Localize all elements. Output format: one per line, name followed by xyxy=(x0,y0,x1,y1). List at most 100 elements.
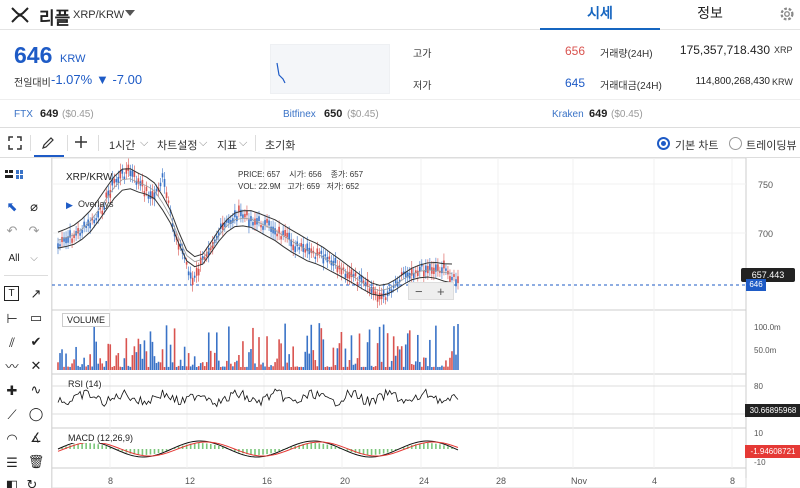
crosshair-price-tag: 657.443 xyxy=(741,268,795,282)
exchange-name[interactable]: Kraken xyxy=(552,109,584,120)
exchange-strip: FTX 649 ($0.45) Bitfinex 650 ($0.45) Kra… xyxy=(0,100,800,128)
coin-name: 리플 xyxy=(39,9,71,28)
pattern-tool-icon[interactable]: ∿ xyxy=(30,382,42,397)
price-axis-label: 750 xyxy=(758,180,774,190)
overlays-toggle[interactable]: ▶ xyxy=(66,200,73,210)
tab-quote[interactable]: 시세 xyxy=(540,0,660,30)
all-filter[interactable]: All xyxy=(8,253,20,264)
reload-tool-icon[interactable]: ↻ xyxy=(26,477,38,488)
change-percent: -1.07% xyxy=(51,72,93,87)
low-value: 645 xyxy=(564,76,585,90)
macd-value-tag: -1.94608721 xyxy=(745,445,800,458)
lock-tool-icon[interactable]: ◧ xyxy=(5,477,19,488)
zoom-out-button[interactable]: − xyxy=(415,284,423,299)
chart-settings-button[interactable]: 차트설정 xyxy=(157,140,198,152)
indicators-button[interactable]: 지표 xyxy=(217,140,238,152)
parallel-line-icon[interactable]: ⫽ xyxy=(9,335,15,350)
delete-tool-icon[interactable]: 🗑 xyxy=(27,454,45,469)
chart-toolbar: 1시간 ⌵ 차트설정 ⌵ 지표 ⌵ 초기화 기본 차트 트레이딩뷰 xyxy=(0,128,800,158)
exchange-price: 649 xyxy=(40,108,59,120)
zoom-in-button[interactable]: + xyxy=(437,284,445,299)
fullscreen-icon[interactable] xyxy=(8,136,22,150)
cross-tool-icon[interactable]: ✕ xyxy=(30,358,42,373)
change-label: 전일대비 xyxy=(14,78,51,89)
rsi-pane-title: RSI (14) xyxy=(68,379,102,389)
trend-tool-icon[interactable]: ⟋ xyxy=(7,407,17,422)
interval-select[interactable]: 1시간 xyxy=(109,140,136,152)
exchange-delta: ($0.45) xyxy=(62,109,94,120)
exchange-price: 650 xyxy=(324,108,343,120)
volume-label: 거래량(24H) xyxy=(600,49,653,60)
arrow-tool-icon[interactable]: ↗ xyxy=(30,286,42,301)
chevron-down-icon[interactable] xyxy=(125,10,135,16)
wave-tool-icon[interactable]: 〰 xyxy=(5,359,19,374)
crosshair-icon[interactable] xyxy=(74,135,88,149)
time-axis-label: 16 xyxy=(262,476,273,486)
exchange-delta: ($0.45) xyxy=(611,109,643,120)
undo-icon[interactable]: ↶ xyxy=(6,223,18,238)
time-axis-label: 4 xyxy=(652,476,658,486)
tradingview-label[interactable]: 트레이딩뷰 xyxy=(746,140,797,152)
chevron-down-icon[interactable]: ⌵ xyxy=(199,137,208,149)
tab-info[interactable]: 정보 xyxy=(697,5,723,21)
current-price-tag: 646 xyxy=(746,279,766,291)
coin-pair: XRP/KRW xyxy=(73,9,125,21)
volume-axis-label: 100.0m xyxy=(754,323,781,332)
ohlc-info: PRICE: 657 시가: 656 종가: 657 VOL: 22.9M 고가… xyxy=(238,170,364,191)
value-unit: KRW xyxy=(772,77,793,87)
fib-levels-icon[interactable]: ☰ xyxy=(6,455,18,470)
rsi-axis-label: 80 xyxy=(754,382,763,391)
redo-icon[interactable]: ↷ xyxy=(28,223,40,238)
chart-layout-icon[interactable] xyxy=(4,168,24,186)
time-axis-label: 8 xyxy=(730,476,736,486)
macd-pane-title: MACD (12,26,9) xyxy=(68,433,134,443)
price-axis-label: 700 xyxy=(758,229,774,239)
chart-symbol: XRP/KRW xyxy=(66,172,113,183)
price-panel: 646 KRW 전일대비 -1.07% ▼ -7.00 고가 656 저가 64… xyxy=(0,30,800,100)
cursor-icon[interactable]: ⬉ xyxy=(6,199,18,214)
volume-pane-title: VOLUME xyxy=(62,313,111,327)
macd-axis-label: -10 xyxy=(754,458,766,467)
header: 리플 XRP/KRW 시세 정보 xyxy=(0,0,800,30)
time-axis-label: 28 xyxy=(496,476,507,486)
exchange-price: 649 xyxy=(589,108,608,120)
xrp-logo-icon xyxy=(11,7,29,23)
basic-chart-label[interactable]: 기본 차트 xyxy=(675,140,719,152)
chevron-down-icon[interactable]: ⌵ xyxy=(239,137,248,149)
fib-arc-icon[interactable]: ◠ xyxy=(6,431,18,446)
current-price: 646 xyxy=(14,42,53,68)
eraser-icon[interactable]: ⌀ xyxy=(30,199,38,214)
radio-basic-chart[interactable] xyxy=(657,137,670,150)
chevron-down-icon[interactable]: ⌵ xyxy=(30,253,38,264)
chevron-down-icon[interactable]: ⌵ xyxy=(140,137,149,149)
change-amount: ▼ -7.00 xyxy=(96,72,143,87)
reset-button[interactable]: 초기화 xyxy=(265,140,296,152)
overlays-label[interactable]: Overlays xyxy=(78,199,114,209)
high-value: 656 xyxy=(564,44,585,58)
low-label: 저가 xyxy=(413,81,432,92)
range-tool-icon[interactable]: ⊢ xyxy=(6,311,18,326)
time-axis-label: 8 xyxy=(108,476,114,486)
chart-area[interactable]: XRP/KRW ▶ Overlays PRICE: 657 시가: 656 종가… xyxy=(51,157,800,488)
volume-unit: XRP xyxy=(774,45,793,55)
trade-value: 114,800,268,430 xyxy=(695,76,770,87)
exchange-name[interactable]: FTX xyxy=(14,109,33,120)
pencil-icon[interactable] xyxy=(40,135,56,151)
plus-tool-icon[interactable]: ✚ xyxy=(6,383,18,398)
callout-tool-icon[interactable]: ▭ xyxy=(29,310,43,325)
drawing-tools: ⬉ ⌀ ↶ ↷ All ⌵ T ↗ ⊢ ▭ ⫽ ✔ 〰 ✕ ✚ ∿ ⟋ ◯ ◠ … xyxy=(0,158,52,488)
radio-tradingview[interactable] xyxy=(729,137,742,150)
check-tool-icon[interactable]: ✔ xyxy=(30,334,42,349)
time-axis-label: 20 xyxy=(340,476,351,486)
exchange-name[interactable]: Bitfinex xyxy=(283,109,316,120)
price-chart[interactable] xyxy=(51,157,800,488)
time-axis-label: 24 xyxy=(419,476,430,486)
zoom-controls: − + xyxy=(408,282,454,300)
time-axis-label: Nov xyxy=(571,476,588,486)
text-tool-icon[interactable]: T xyxy=(4,286,19,301)
volume-value: 175,357,718.430 xyxy=(679,43,770,57)
ellipse-tool-icon[interactable]: ◯ xyxy=(28,406,44,421)
gear-icon[interactable] xyxy=(778,5,796,23)
rsi-value-tag: 30.66895968 xyxy=(745,404,800,417)
fib-fan-icon[interactable]: ∡ xyxy=(30,430,42,445)
